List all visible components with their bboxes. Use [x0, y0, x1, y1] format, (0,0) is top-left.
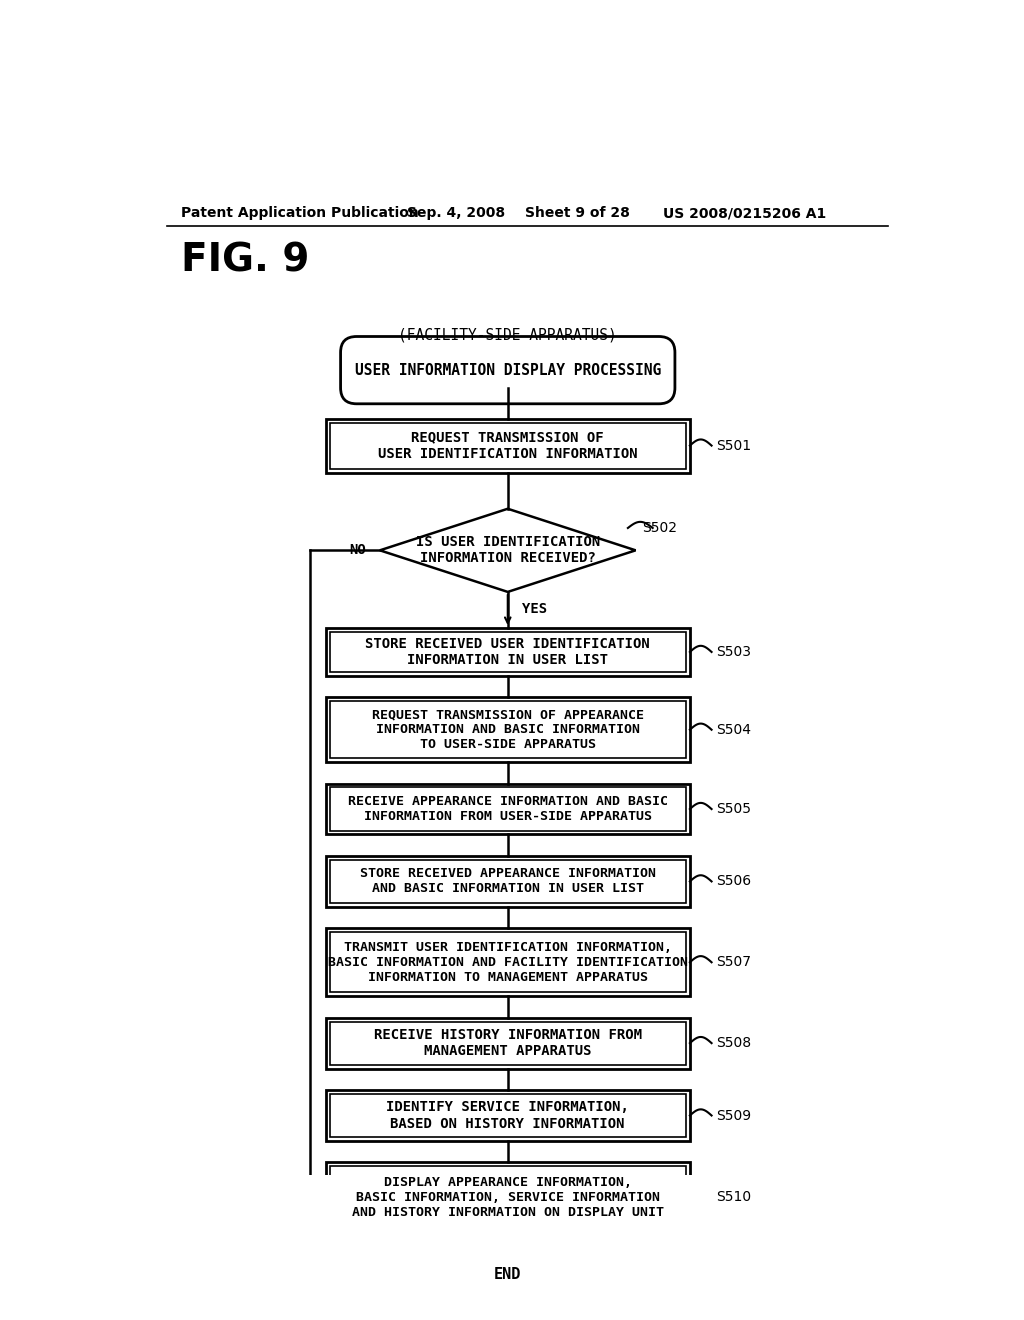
- FancyBboxPatch shape: [326, 697, 690, 762]
- FancyBboxPatch shape: [326, 1018, 690, 1069]
- Text: Patent Application Publication: Patent Application Publication: [180, 206, 419, 220]
- Text: FIG. 9: FIG. 9: [180, 242, 309, 280]
- Text: REQUEST TRANSMISSION OF
USER IDENTIFICATION INFORMATION: REQUEST TRANSMISSION OF USER IDENTIFICAT…: [378, 430, 638, 461]
- Text: Sheet 9 of 28: Sheet 9 of 28: [524, 206, 630, 220]
- Text: RECEIVE HISTORY INFORMATION FROM
MANAGEMENT APPARATUS: RECEIVE HISTORY INFORMATION FROM MANAGEM…: [374, 1028, 642, 1059]
- FancyBboxPatch shape: [330, 1167, 686, 1228]
- Text: S504: S504: [716, 723, 752, 737]
- Text: STORE RECEIVED USER IDENTIFICATION
INFORMATION IN USER LIST: STORE RECEIVED USER IDENTIFICATION INFOR…: [366, 636, 650, 667]
- Text: DISPLAY APPEARANCE INFORMATION,
BASIC INFORMATION, SERVICE INFORMATION
AND HISTO: DISPLAY APPEARANCE INFORMATION, BASIC IN…: [352, 1176, 664, 1218]
- FancyBboxPatch shape: [330, 788, 686, 830]
- Text: NO: NO: [349, 544, 366, 557]
- Text: Sep. 4, 2008: Sep. 4, 2008: [407, 206, 505, 220]
- Text: S505: S505: [716, 803, 752, 816]
- FancyBboxPatch shape: [326, 784, 690, 834]
- Text: S503: S503: [716, 645, 752, 659]
- FancyBboxPatch shape: [326, 928, 690, 997]
- Text: STORE RECEIVED APPEARANCE INFORMATION
AND BASIC INFORMATION IN USER LIST: STORE RECEIVED APPEARANCE INFORMATION AN…: [359, 867, 655, 895]
- Text: IDENTIFY SERVICE INFORMATION,
BASED ON HISTORY INFORMATION: IDENTIFY SERVICE INFORMATION, BASED ON H…: [386, 1101, 629, 1131]
- Text: S507: S507: [716, 956, 752, 969]
- Text: REQUEST TRANSMISSION OF APPEARANCE
INFORMATION AND BASIC INFORMATION
TO USER-SID: REQUEST TRANSMISSION OF APPEARANCE INFOR…: [372, 709, 644, 751]
- FancyBboxPatch shape: [326, 628, 690, 676]
- FancyBboxPatch shape: [326, 1090, 690, 1140]
- Text: US 2008/0215206 A1: US 2008/0215206 A1: [663, 206, 826, 220]
- FancyBboxPatch shape: [330, 701, 686, 758]
- FancyBboxPatch shape: [421, 1238, 595, 1311]
- Text: S510: S510: [716, 1191, 752, 1204]
- FancyBboxPatch shape: [330, 932, 686, 993]
- FancyBboxPatch shape: [330, 632, 686, 672]
- FancyBboxPatch shape: [330, 859, 686, 903]
- FancyBboxPatch shape: [330, 422, 686, 469]
- FancyBboxPatch shape: [341, 337, 675, 404]
- Text: S508: S508: [716, 1036, 752, 1051]
- Text: TRANSMIT USER IDENTIFICATION INFORMATION,
BASIC INFORMATION AND FACILITY IDENTIF: TRANSMIT USER IDENTIFICATION INFORMATION…: [328, 941, 688, 983]
- FancyBboxPatch shape: [330, 1094, 686, 1137]
- FancyBboxPatch shape: [326, 1163, 690, 1232]
- Polygon shape: [380, 508, 636, 591]
- Text: S506: S506: [716, 874, 752, 888]
- FancyBboxPatch shape: [326, 857, 690, 907]
- FancyBboxPatch shape: [330, 1022, 686, 1065]
- Text: S509: S509: [716, 1109, 752, 1122]
- Text: END: END: [494, 1267, 521, 1282]
- Text: USER INFORMATION DISPLAY PROCESSING: USER INFORMATION DISPLAY PROCESSING: [354, 363, 660, 378]
- Text: YES: YES: [521, 602, 547, 616]
- Text: RECEIVE APPEARANCE INFORMATION AND BASIC
INFORMATION FROM USER-SIDE APPARATUS: RECEIVE APPEARANCE INFORMATION AND BASIC…: [348, 795, 668, 824]
- Text: S502: S502: [642, 521, 677, 535]
- Text: IS USER IDENTIFICATION
INFORMATION RECEIVED?: IS USER IDENTIFICATION INFORMATION RECEI…: [416, 535, 600, 565]
- FancyBboxPatch shape: [326, 418, 690, 473]
- Text: S501: S501: [716, 438, 752, 453]
- Text: (FACILITY-SIDE APPARATUS): (FACILITY-SIDE APPARATUS): [398, 327, 617, 343]
